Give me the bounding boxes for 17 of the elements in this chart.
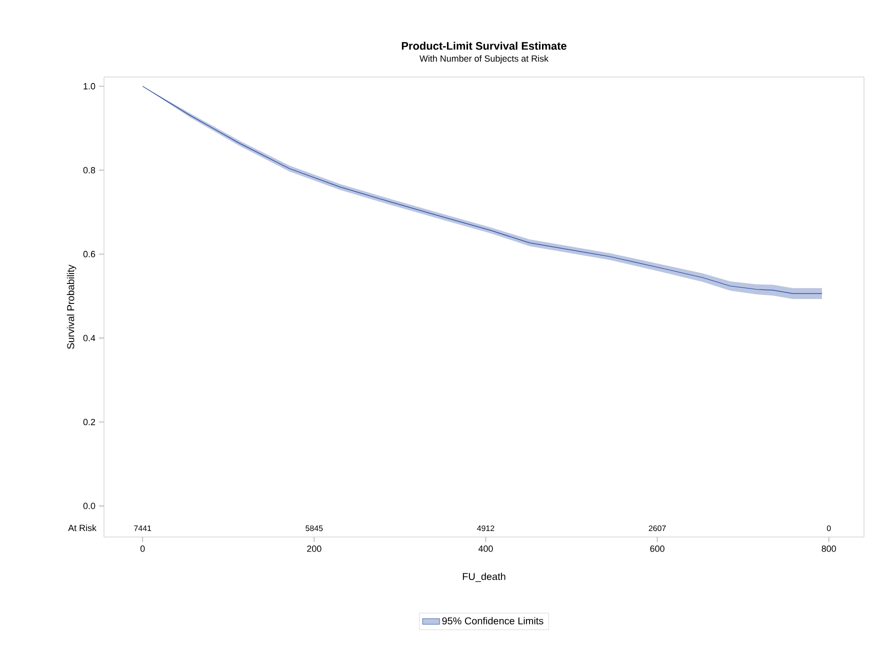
y-tick-label: 0.2 (83, 418, 96, 426)
chart-subtitle: With Number of Subjects at Risk (420, 55, 549, 64)
y-tick-label: 0.8 (83, 166, 96, 174)
y-tick-label: 0.0 (83, 502, 96, 510)
text: At Risk (68, 524, 96, 532)
x-tick-label: 600 (650, 546, 664, 552)
x-tick-label: 0 (140, 546, 145, 552)
x-axis-title: FU_death (462, 572, 506, 582)
y-tick-label: 1.0 (84, 83, 96, 90)
y-axis-title: Survival Probability (66, 264, 76, 349)
y-tick-label: 0.4 (83, 334, 96, 342)
legend-label: 95% Confidence Limits (442, 617, 544, 624)
x-tick-label: 800 (822, 546, 836, 552)
chart-title: Product-Limit Survival Estimate (402, 42, 566, 50)
x-tick-label: 200 (307, 546, 322, 552)
y-tick-label: 0.6 (83, 250, 96, 258)
x-tick-label: 400 (478, 546, 493, 552)
